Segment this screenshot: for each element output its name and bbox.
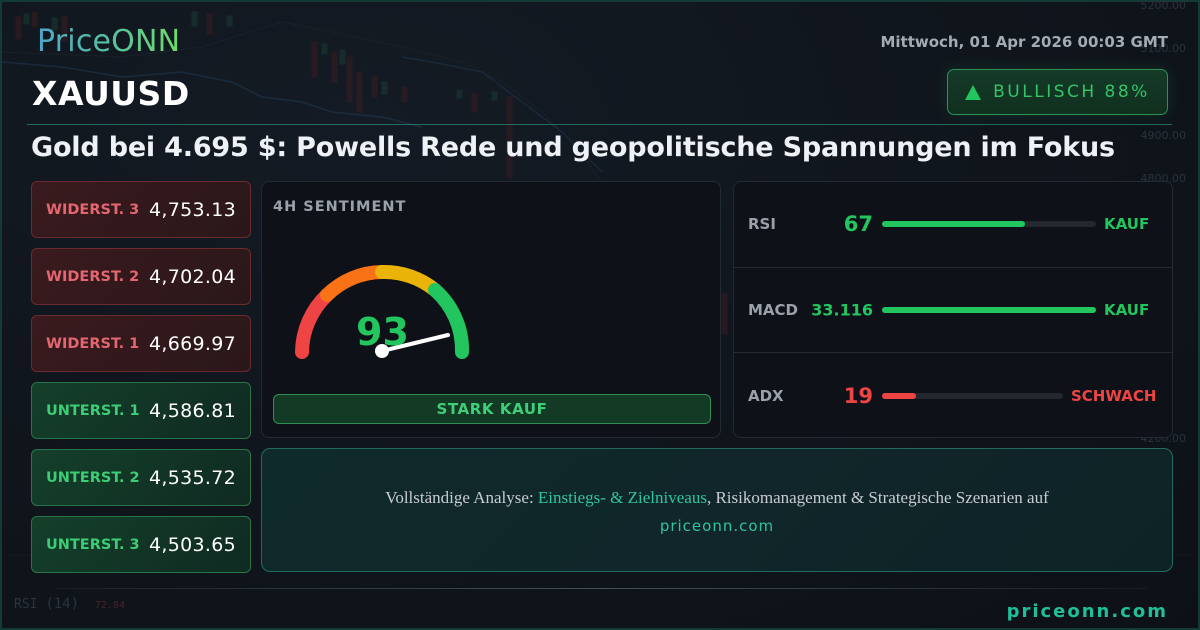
level-value: 4,503.65 (149, 533, 237, 556)
support-level-1: UNTERST. 1 4,586.81 (31, 382, 251, 439)
axis-label: 5100.00 (1140, 42, 1187, 55)
support-level-3: UNTERST. 3 4,503.65 (31, 516, 251, 573)
indicator-bar (882, 392, 1063, 399)
headline: Gold bei 4.695 $: Powells Rede und geopo… (31, 132, 1115, 163)
footer-divider (57, 588, 1147, 589)
level-value: 4,753.13 (149, 198, 237, 221)
indicator-value: 67 (843, 212, 873, 237)
sentiment-title: 4H SENTIMENT (273, 199, 407, 215)
cta-prefix: Vollständige Analyse: (385, 488, 538, 507)
sentiment-gauge-icon (295, 264, 470, 359)
analysis-cta[interactable]: Vollständige Analyse: Einstiegs- & Zieln… (261, 448, 1173, 572)
footer-url[interactable]: priceonn.com (1006, 601, 1168, 622)
indicator-bar-fill (882, 221, 1026, 228)
resistance-level-1: WIDERST. 1 4,669.97 (31, 315, 251, 372)
indicator-value: 19 (843, 383, 873, 408)
support-level-2: UNTERST. 2 4,535.72 (31, 449, 251, 506)
level-label: UNTERST. 3 (46, 536, 140, 553)
indicator-value: 33.116 (811, 300, 873, 320)
sentiment-score: 93 (356, 310, 409, 354)
level-label: WIDERST. 1 (46, 335, 140, 352)
bias-badge: BULLISCH 88% (947, 69, 1168, 115)
indicator-name: MACD (748, 300, 798, 319)
indicator-bar-fill (882, 306, 1096, 313)
indicator-row-rsi: RSI 67 KAUF (734, 182, 1172, 268)
level-label: WIDERST. 2 (46, 268, 140, 285)
indicator-bar (882, 221, 1096, 228)
indicator-name: RSI (748, 215, 776, 234)
symbol-title: XAUUSD (32, 74, 190, 113)
level-label: UNTERST. 2 (46, 469, 140, 486)
resistance-level-3: WIDERST. 3 4,753.13 (31, 181, 251, 238)
levels-list: WIDERST. 3 4,753.13 WIDERST. 2 4,702.04 … (31, 181, 251, 583)
level-value: 4,669.97 (149, 332, 237, 355)
cta-highlight: Einstiegs- & Zielniveaus (537, 488, 707, 507)
level-value: 4,586.81 (149, 399, 237, 422)
indicator-signal: KAUF (1104, 215, 1150, 234)
axis-label: 5200.00 (1140, 0, 1187, 12)
triangle-up-icon (965, 84, 982, 100)
indicator-name: ADX (748, 386, 784, 405)
indicator-row-adx: ADX 19 SCHWACH (734, 353, 1172, 437)
cta-link[interactable]: priceonn.com (659, 517, 775, 535)
rsi-subpanel-label: RSI (14) 72.84 (14, 596, 125, 612)
rsi-period: (14) (45, 596, 80, 612)
axis-label: 4900.00 (1140, 129, 1187, 142)
cta-text: Vollständige Analyse: Einstiegs- & Zieln… (262, 488, 1172, 508)
indicator-bar (882, 306, 1096, 313)
level-label: WIDERST. 3 (46, 201, 140, 218)
bias-label: BULLISCH 88% (993, 82, 1150, 102)
rsi-label: RSI (14, 597, 38, 612)
level-label: UNTERST. 1 (46, 402, 140, 419)
indicator-bar-fill (882, 392, 917, 399)
indicator-row-macd: MACD 33.116 KAUF (734, 268, 1172, 354)
sentiment-card: 4H SENTIMENT 93 STARK KAUF (261, 181, 721, 438)
sentiment-verdict: STARK KAUF (273, 394, 711, 424)
header-divider (27, 124, 1172, 125)
brand-logo: PriceONN (37, 24, 181, 59)
timestamp: Mittwoch, 01 Apr 2026 00:03 GMT (880, 33, 1168, 51)
indicator-signal: KAUF (1104, 300, 1150, 319)
level-value: 4,702.04 (149, 265, 237, 288)
indicator-signal: SCHWACH (1071, 386, 1157, 405)
resistance-level-2: WIDERST. 2 4,702.04 (31, 248, 251, 305)
level-value: 4,535.72 (149, 466, 237, 489)
indicators-card: RSI 67 KAUF MACD 33.116 KAUF ADX 19 SCHW… (733, 181, 1173, 438)
cta-suffix: , Risikomanagement & Strategische Szenar… (706, 488, 1049, 507)
rsi-value: 72.84 (94, 600, 125, 611)
